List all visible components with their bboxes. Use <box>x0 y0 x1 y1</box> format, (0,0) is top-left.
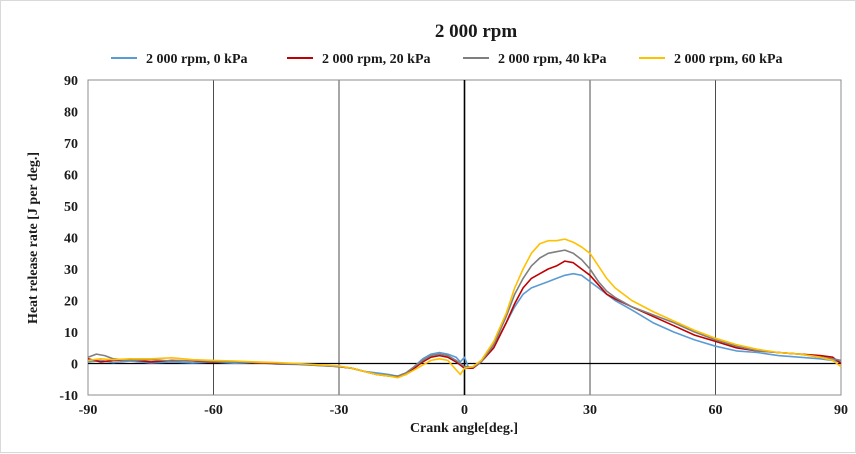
series-line-3 <box>87 238 842 379</box>
x-tick-label-4: 30 <box>583 403 597 418</box>
legend-item-2: 2 000 rpm, 40 kPa <box>463 52 607 67</box>
y-tick-label-0: -10 <box>59 389 78 404</box>
x-tick-label-2: -30 <box>330 403 349 418</box>
x-tick-label-0: -90 <box>79 403 98 418</box>
x-tick-label-5: 60 <box>709 403 723 418</box>
legend-label-0: 2 000 rpm, 0 kPa <box>146 52 248 67</box>
y-tick-label-4: 30 <box>64 263 78 278</box>
legend-label-1: 2 000 rpm, 20 kPa <box>322 52 431 67</box>
series-lines <box>87 238 842 379</box>
y-tick-label-8: 70 <box>64 137 78 152</box>
y-tick-label-9: 80 <box>64 106 78 121</box>
y-tick-label-6: 50 <box>64 200 78 215</box>
y-tick-label-7: 60 <box>64 169 78 184</box>
x-axis-title: Crank angle[deg.] <box>410 421 518 436</box>
legend-item-3: 2 000 rpm, 60 kPa <box>639 52 783 67</box>
x-tick-label-3: 0 <box>461 403 468 418</box>
vertical-gridlines <box>213 80 716 395</box>
tick-labels: -10 0 10 20 30 40 50 60 70 80 90 -90 -60 -30 0 30 60 90 <box>59 74 848 418</box>
chart-title: 2 000 rpm <box>435 21 518 42</box>
y-tick-label-5: 40 <box>64 232 78 247</box>
legend: 2 000 rpm, 0 kPa 2 000 rpm, 20 kPa 2 000 r… <box>111 52 783 67</box>
x-tick-label-6: 90 <box>834 403 848 418</box>
legend-label-2: 2 000 rpm, 40 kPa <box>498 52 607 67</box>
y-tick-label-2: 10 <box>64 326 78 341</box>
y-tick-label-3: 20 <box>64 295 78 310</box>
legend-label-3: 2 000 rpm, 60 kPa <box>674 52 783 67</box>
x-tick-label-1: -60 <box>204 403 223 418</box>
y-tick-label-10: 90 <box>64 74 78 89</box>
legend-item-1: 2 000 rpm, 20 kPa <box>287 52 431 67</box>
y-axis-title: Heat release rate [J per deg.] <box>26 152 41 324</box>
legend-item-0: 2 000 rpm, 0 kPa <box>111 52 248 67</box>
axis-lines <box>88 80 841 395</box>
y-tick-label-1: 0 <box>71 358 78 373</box>
